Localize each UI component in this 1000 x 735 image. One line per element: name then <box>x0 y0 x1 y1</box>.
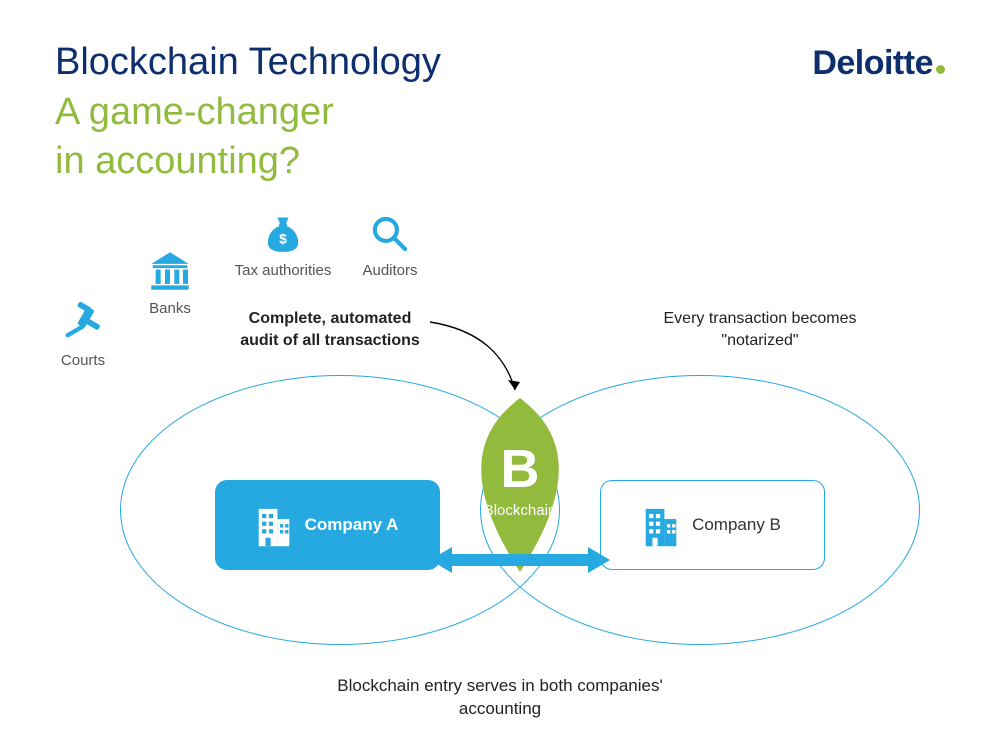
bank-icon <box>147 248 193 294</box>
page-subtitle-line1: A game-changer <box>55 90 441 136</box>
caption-notarized-line1: Every transaction becomes <box>664 310 857 327</box>
header: Blockchain Technology A game-changer in … <box>55 40 945 185</box>
stakeholder-courts: Courts <box>48 300 118 369</box>
tax-label: Tax authorities <box>228 262 338 279</box>
company-b-label: Company B <box>692 515 781 535</box>
page-title: Blockchain Technology <box>55 40 441 86</box>
blockchain-letter: B <box>450 438 590 500</box>
diagram: Courts Banks $ Tax authorities <box>0 200 1000 720</box>
gavel-icon <box>60 300 106 346</box>
blockchain-word: Blockchain <box>450 502 590 519</box>
stakeholder-tax: $ Tax authorities <box>228 212 338 279</box>
magnifier-icon <box>368 212 412 256</box>
money-bag-icon: $ <box>261 212 305 256</box>
caption-audit: Complete, automated audit of all transac… <box>225 308 435 351</box>
title-block: Blockchain Technology A game-changer in … <box>55 40 441 185</box>
caption-audit-line1: Complete, automated <box>249 310 412 327</box>
company-a-box: Company A <box>215 480 440 570</box>
building-icon <box>257 503 291 547</box>
building-icon <box>644 503 678 547</box>
company-b-box: Company B <box>600 480 825 570</box>
logo-dot-icon <box>936 65 945 74</box>
auditors-label: Auditors <box>350 262 430 279</box>
deloitte-logo: Deloitte <box>812 44 945 83</box>
company-a-label: Company A <box>305 515 399 535</box>
caption-notarized: Every transaction becomes "notarized" <box>640 308 880 351</box>
banks-label: Banks <box>135 300 205 317</box>
caption-audit-line2: audit of all transactions <box>240 332 420 349</box>
caption-bottom: Blockchain entry serves in both companie… <box>300 675 700 721</box>
logo-text: Deloitte <box>812 44 933 83</box>
courts-label: Courts <box>48 352 118 369</box>
double-arrow-icon <box>430 545 610 575</box>
page-subtitle-line2: in accounting? <box>55 139 441 185</box>
caption-notarized-line2: "notarized" <box>721 332 798 349</box>
stakeholder-banks: Banks <box>135 248 205 317</box>
stakeholder-auditors: Auditors <box>350 212 430 279</box>
svg-text:$: $ <box>279 232 287 247</box>
